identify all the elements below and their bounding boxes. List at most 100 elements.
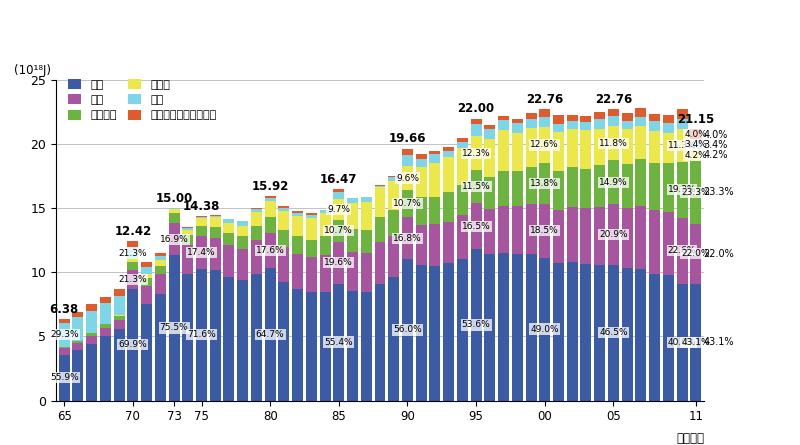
Text: 16.47: 16.47 bbox=[320, 173, 358, 186]
Bar bbox=[100, 297, 111, 303]
Text: 22.6%: 22.6% bbox=[668, 247, 696, 255]
Text: 22.76: 22.76 bbox=[594, 93, 632, 105]
Bar bbox=[581, 264, 591, 400]
Bar bbox=[374, 218, 386, 242]
Bar bbox=[306, 214, 317, 215]
Bar bbox=[155, 295, 166, 400]
Bar bbox=[58, 347, 70, 348]
Bar bbox=[141, 303, 152, 400]
Bar bbox=[334, 192, 344, 199]
Bar bbox=[484, 255, 495, 400]
Text: 14.9%: 14.9% bbox=[599, 178, 628, 186]
Bar bbox=[649, 121, 660, 131]
Bar bbox=[677, 119, 687, 129]
Bar bbox=[649, 162, 660, 210]
Bar bbox=[581, 169, 591, 208]
Bar bbox=[402, 149, 413, 154]
Bar bbox=[73, 341, 83, 343]
Bar bbox=[690, 140, 702, 150]
Bar bbox=[292, 236, 303, 254]
Bar bbox=[512, 206, 522, 254]
Bar bbox=[608, 265, 619, 400]
Bar bbox=[334, 190, 344, 192]
Bar bbox=[402, 190, 413, 217]
Bar bbox=[265, 233, 276, 268]
Text: 43.1%: 43.1% bbox=[703, 337, 734, 347]
Text: 13.8%: 13.8% bbox=[530, 179, 559, 188]
Bar bbox=[114, 329, 125, 400]
Text: 3.4%: 3.4% bbox=[684, 140, 707, 150]
Bar bbox=[663, 212, 674, 275]
Bar bbox=[361, 292, 372, 400]
Bar bbox=[470, 170, 482, 203]
Bar bbox=[58, 348, 70, 355]
Bar bbox=[155, 274, 166, 295]
Bar bbox=[169, 255, 179, 400]
Bar bbox=[443, 157, 454, 192]
Bar bbox=[566, 115, 578, 121]
Bar bbox=[430, 224, 441, 266]
Bar bbox=[278, 230, 290, 247]
Bar bbox=[238, 249, 248, 280]
Bar bbox=[539, 258, 550, 400]
Bar bbox=[196, 218, 207, 227]
Bar bbox=[388, 210, 399, 236]
Bar bbox=[526, 128, 537, 166]
Bar bbox=[114, 289, 125, 295]
Text: 22.76: 22.76 bbox=[526, 93, 563, 105]
Bar bbox=[182, 235, 194, 245]
Bar bbox=[361, 253, 372, 292]
Bar bbox=[334, 199, 344, 219]
Bar bbox=[141, 267, 152, 274]
Bar bbox=[443, 150, 454, 157]
Text: 4.2%: 4.2% bbox=[703, 150, 728, 160]
Bar bbox=[526, 166, 537, 204]
Bar bbox=[210, 215, 221, 218]
Text: 22.0%: 22.0% bbox=[682, 249, 710, 259]
Bar bbox=[690, 161, 702, 224]
Bar bbox=[210, 271, 221, 400]
Bar bbox=[210, 227, 221, 238]
Bar bbox=[306, 292, 317, 400]
Bar bbox=[265, 268, 276, 400]
Bar bbox=[498, 253, 509, 400]
Bar bbox=[635, 117, 646, 126]
Bar bbox=[457, 215, 468, 259]
Text: 23.3%: 23.3% bbox=[682, 188, 710, 197]
Bar bbox=[306, 215, 317, 218]
Bar bbox=[86, 304, 97, 311]
Bar bbox=[430, 150, 441, 154]
Bar bbox=[649, 274, 660, 400]
Text: 3.4%: 3.4% bbox=[703, 140, 728, 150]
Bar bbox=[388, 176, 399, 178]
Bar bbox=[416, 225, 426, 265]
Bar bbox=[416, 198, 426, 225]
Bar bbox=[457, 148, 468, 185]
Bar bbox=[581, 121, 591, 130]
Bar bbox=[319, 291, 330, 400]
Text: 10.7%: 10.7% bbox=[325, 227, 353, 235]
Bar bbox=[374, 242, 386, 284]
Bar bbox=[581, 116, 591, 121]
Bar bbox=[690, 224, 702, 283]
Bar bbox=[265, 201, 276, 217]
Bar bbox=[498, 206, 509, 253]
Text: 19.6%: 19.6% bbox=[325, 259, 353, 267]
Bar bbox=[663, 275, 674, 400]
Bar bbox=[169, 213, 179, 223]
Bar bbox=[594, 119, 605, 129]
Text: 22.00: 22.00 bbox=[458, 102, 494, 115]
Bar bbox=[265, 198, 276, 201]
Bar bbox=[457, 259, 468, 400]
Bar bbox=[127, 241, 138, 247]
Text: 12.42: 12.42 bbox=[114, 225, 151, 238]
Bar bbox=[278, 206, 290, 208]
Bar bbox=[457, 138, 468, 142]
Bar bbox=[539, 163, 550, 204]
Text: 19.2%: 19.2% bbox=[668, 186, 696, 194]
Bar bbox=[127, 262, 138, 270]
Text: 49.0%: 49.0% bbox=[530, 324, 559, 334]
Bar bbox=[155, 253, 166, 256]
Bar bbox=[292, 211, 303, 213]
Bar bbox=[566, 167, 578, 207]
